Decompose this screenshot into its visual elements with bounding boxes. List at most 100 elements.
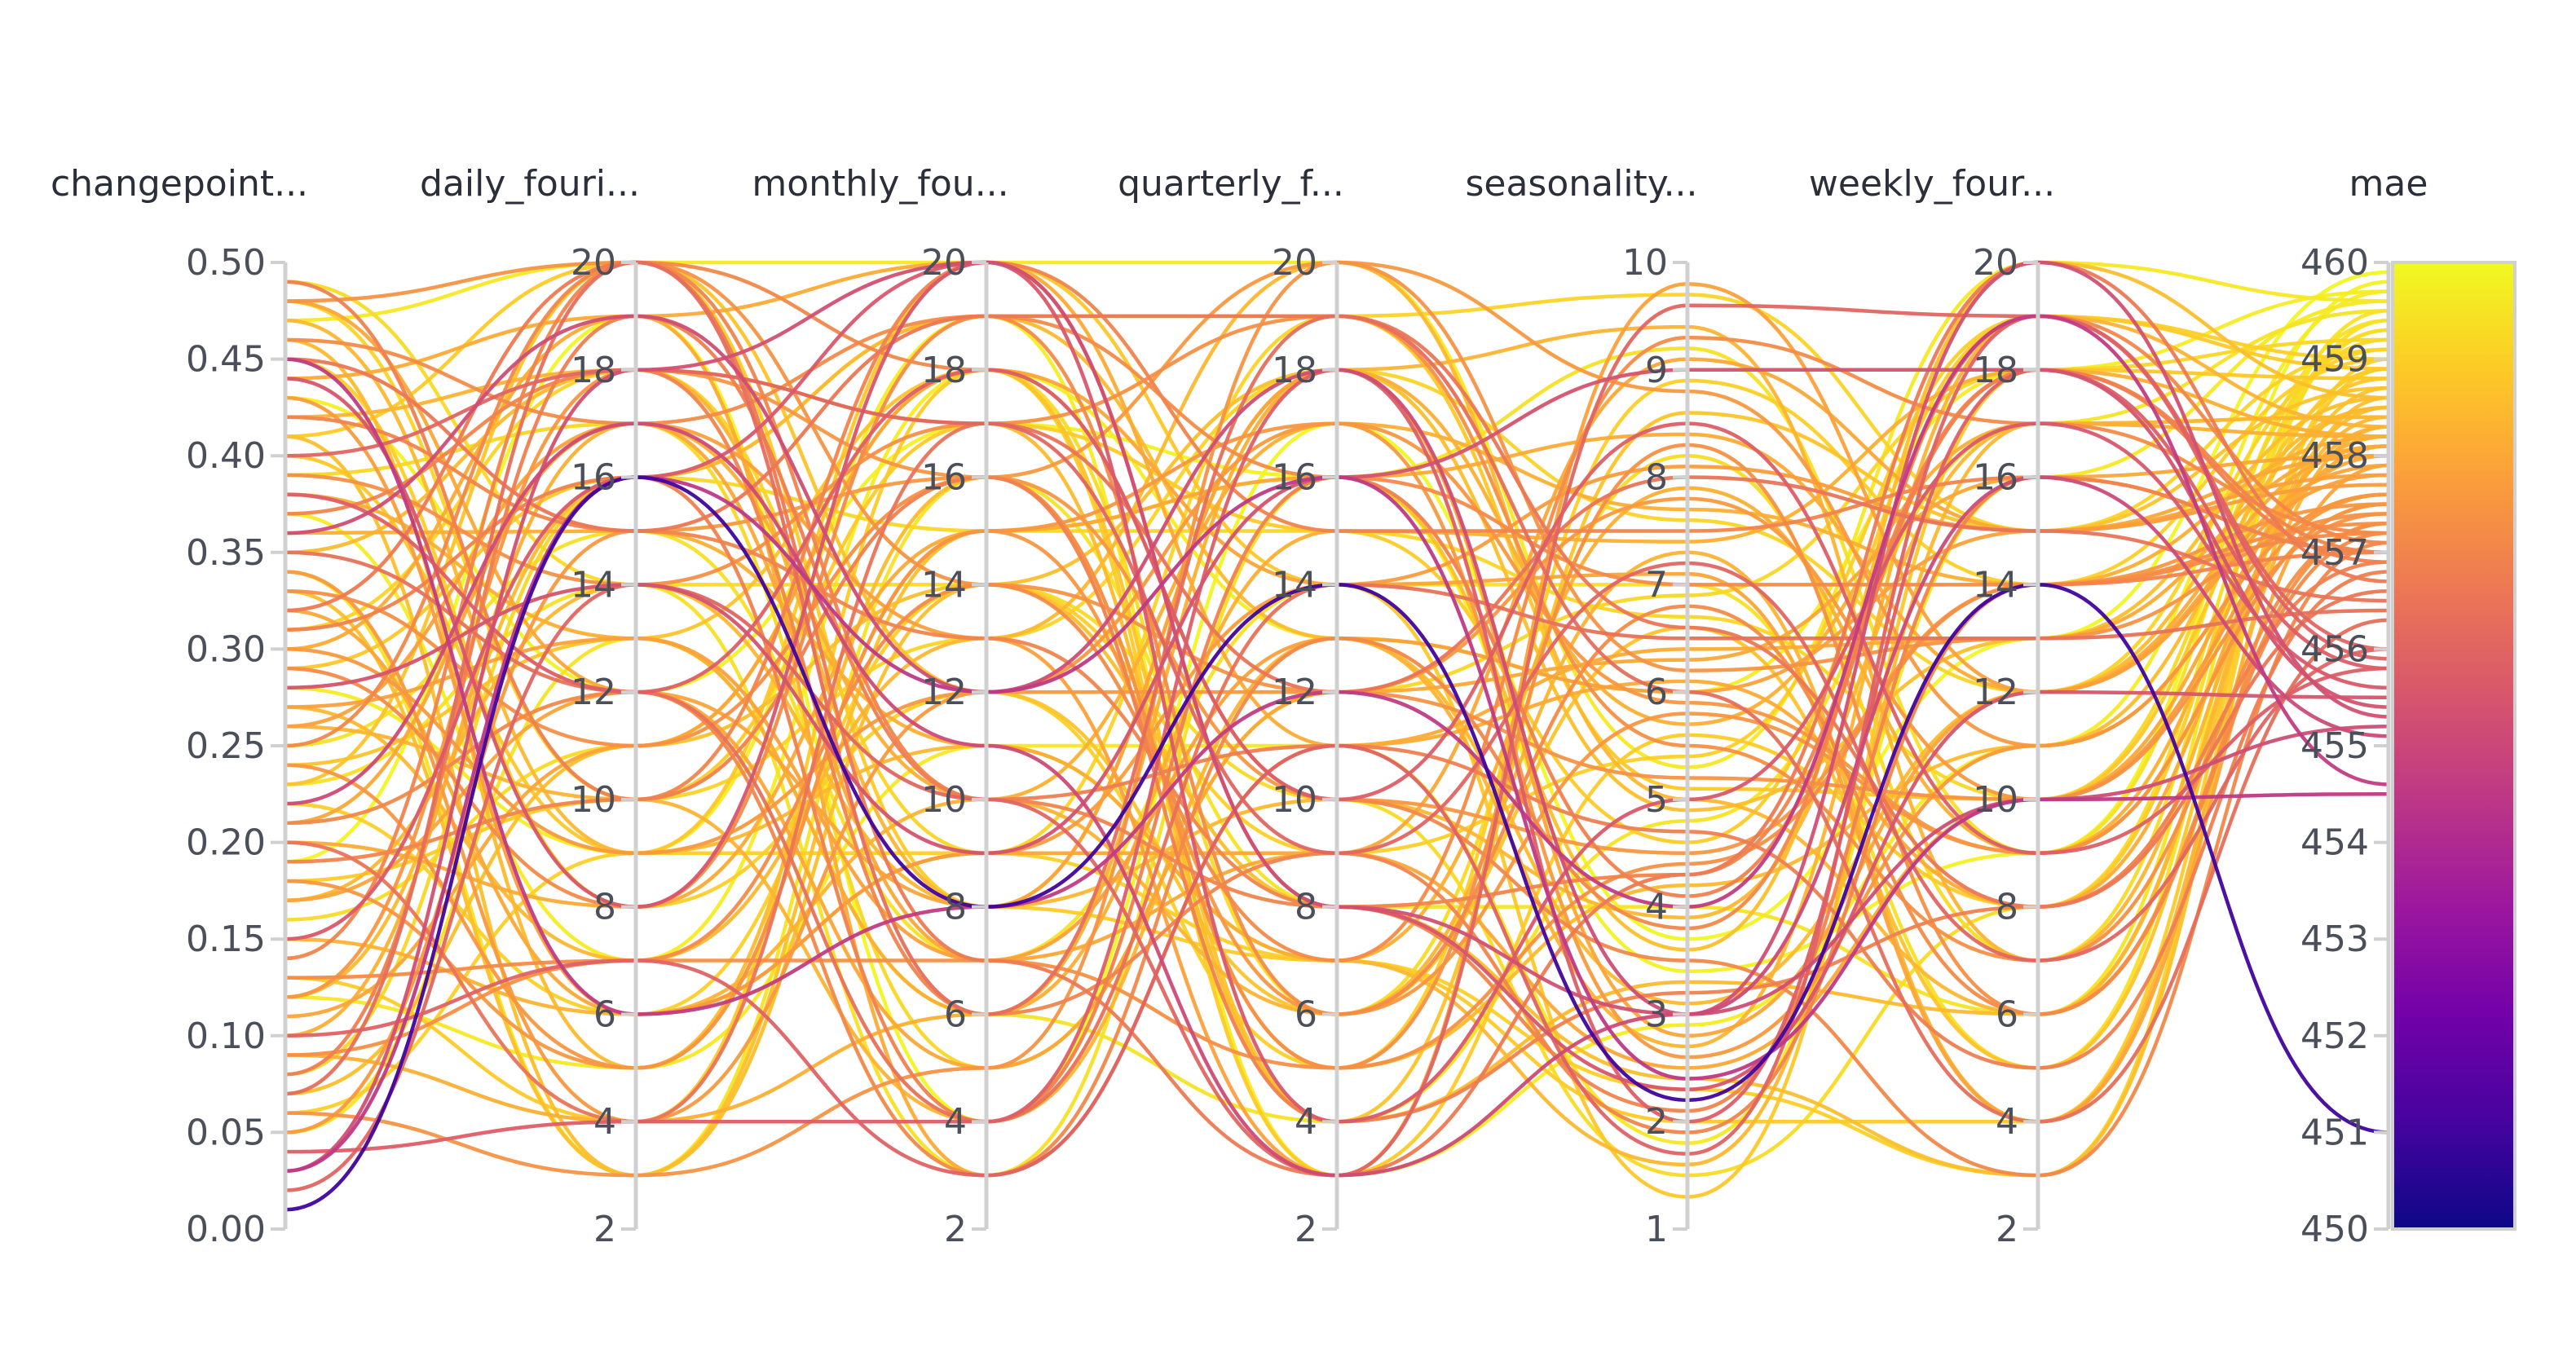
tick-label: 8 [1295, 887, 1317, 928]
data-line-50 [285, 314, 2389, 1124]
tick-label: 0.05 [186, 1112, 266, 1153]
axis-quarterly: quarterly_f... 2 4 6 8 10 12 14 16 18 20 [1118, 163, 1344, 1250]
data-line-5 [285, 314, 2389, 1016]
tick-label: 1 [1645, 1209, 1668, 1250]
tick-label: 8 [1645, 457, 1668, 499]
tick-label: 451 [2300, 1112, 2369, 1153]
tick-label: 10 [921, 779, 967, 821]
tick-label: 12 [1272, 672, 1317, 713]
tick-label: 10 [571, 779, 616, 821]
axes: changepoint... 0.00 0.05 0.10 0.15 0.20 0.25 0.… [51, 163, 2428, 1250]
data-line-57 [285, 299, 2389, 1070]
tick-label: 16 [1973, 457, 2018, 499]
tick-label: 454 [2300, 822, 2369, 864]
data-lines [285, 260, 2389, 1212]
tick-label: 3 [1645, 994, 1668, 1035]
tick-label: 12 [571, 672, 616, 713]
tick-label: 4 [593, 1101, 616, 1143]
tick-label: 14 [1973, 564, 2018, 606]
data-line-31 [285, 314, 2389, 963]
tick-label: 0.15 [186, 919, 266, 960]
tick-label: 8 [593, 887, 616, 928]
axis-weekly: weekly_four... 2 4 6 8 10 12 14 16 18 20 [1809, 163, 2055, 1250]
tick-label: 10 [1272, 779, 1317, 821]
tick-label: 20 [1973, 242, 2018, 284]
axis-title-changepoint: changepoint... [51, 163, 308, 205]
tick-label: 450 [2300, 1209, 2369, 1250]
data-line-15 [285, 368, 2389, 963]
tick-label: 10 [1622, 242, 1668, 284]
tick-label: 457 [2300, 532, 2369, 574]
data-line-0 [285, 475, 2389, 1212]
tick-label: 16 [1272, 457, 1317, 499]
tick-label: 4 [944, 1101, 967, 1143]
tick-label: 10 [1973, 779, 2018, 821]
tick-label: 6 [593, 994, 616, 1035]
tick-label: 0.40 [186, 435, 266, 477]
axis-title-monthly: monthly_fou... [752, 163, 1008, 205]
tick-label: 0.45 [186, 339, 266, 381]
tick-label: 459 [2300, 339, 2369, 381]
axis-mae: mae 450 451 452 453 454 455 456 457 458 459 460 [2300, 163, 2428, 1250]
tick-label: 0.00 [186, 1209, 266, 1250]
colorbar-gradient [2391, 261, 2516, 1231]
tick-label: 12 [921, 672, 967, 713]
tick-label: 2 [1996, 1209, 2018, 1250]
tick-label: 20 [571, 242, 616, 284]
tick-label: 460 [2300, 242, 2369, 284]
tick-label: 0.35 [186, 532, 266, 574]
tick-label: 18 [1272, 350, 1317, 391]
tick-label: 2 [593, 1209, 616, 1250]
axis-title-weekly: weekly_four... [1809, 163, 2055, 205]
tick-label: 18 [921, 350, 967, 391]
tick-label: 0.10 [186, 1016, 266, 1057]
tick-label: 7 [1645, 564, 1668, 606]
tick-label: 4 [1996, 1101, 2018, 1143]
tick-label: 2 [1295, 1209, 1317, 1250]
tick-label: 2 [944, 1209, 967, 1250]
tick-label: 453 [2300, 919, 2369, 960]
axis-seasonality: seasonality... 1 2 3 4 5 6 7 8 9 10 [1465, 163, 1697, 1250]
tick-label: 8 [944, 887, 967, 928]
tick-label: 2 [1645, 1101, 1668, 1143]
axis-monthly: monthly_fou... 2 4 6 8 10 12 14 16 18 20 [752, 163, 1008, 1250]
data-line-27 [285, 314, 2389, 1077]
tick-label: 455 [2300, 725, 2369, 767]
data-line-88 [285, 289, 2389, 963]
tick-label: 4 [1295, 1101, 1317, 1143]
axis-title-quarterly: quarterly_f... [1118, 163, 1344, 205]
tick-label: 458 [2300, 435, 2369, 477]
tick-label: 16 [921, 457, 967, 499]
tick-label: 9 [1645, 350, 1668, 391]
axis-changepoint: changepoint... 0.00 0.05 0.10 0.15 0.20 0.25 0.… [51, 163, 308, 1250]
tick-label: 456 [2300, 628, 2369, 670]
axis-title-seasonality: seasonality... [1465, 163, 1697, 205]
tick-label: 452 [2300, 1016, 2369, 1057]
tick-label: 14 [921, 564, 967, 606]
tick-label: 6 [1645, 672, 1668, 713]
tick-label: 18 [1973, 350, 2018, 391]
axis-title-daily: daily_fouri... [420, 163, 640, 205]
colorbar [2391, 261, 2516, 1231]
data-line-39 [285, 260, 2389, 1113]
tick-label: 0.30 [186, 628, 266, 670]
tick-label: 20 [1272, 242, 1317, 284]
data-line-21 [285, 473, 2389, 963]
tick-label: 16 [571, 457, 616, 499]
tick-label: 0.25 [186, 725, 266, 767]
tick-label: 5 [1645, 779, 1668, 821]
tick-label: 4 [1645, 887, 1668, 928]
tick-label: 8 [1996, 887, 2018, 928]
tick-label: 14 [571, 564, 616, 606]
tick-label: 18 [571, 350, 616, 391]
axis-title-mae: mae [2349, 163, 2428, 205]
tick-label: 6 [1295, 994, 1317, 1035]
tick-label: 14 [1272, 564, 1317, 606]
tick-label: 6 [1996, 994, 2018, 1035]
tick-label: 20 [921, 242, 967, 284]
tick-label: 6 [944, 994, 967, 1035]
tick-label: 0.20 [186, 822, 266, 864]
tick-label: 0.50 [186, 242, 266, 284]
data-line-9 [285, 368, 2389, 856]
